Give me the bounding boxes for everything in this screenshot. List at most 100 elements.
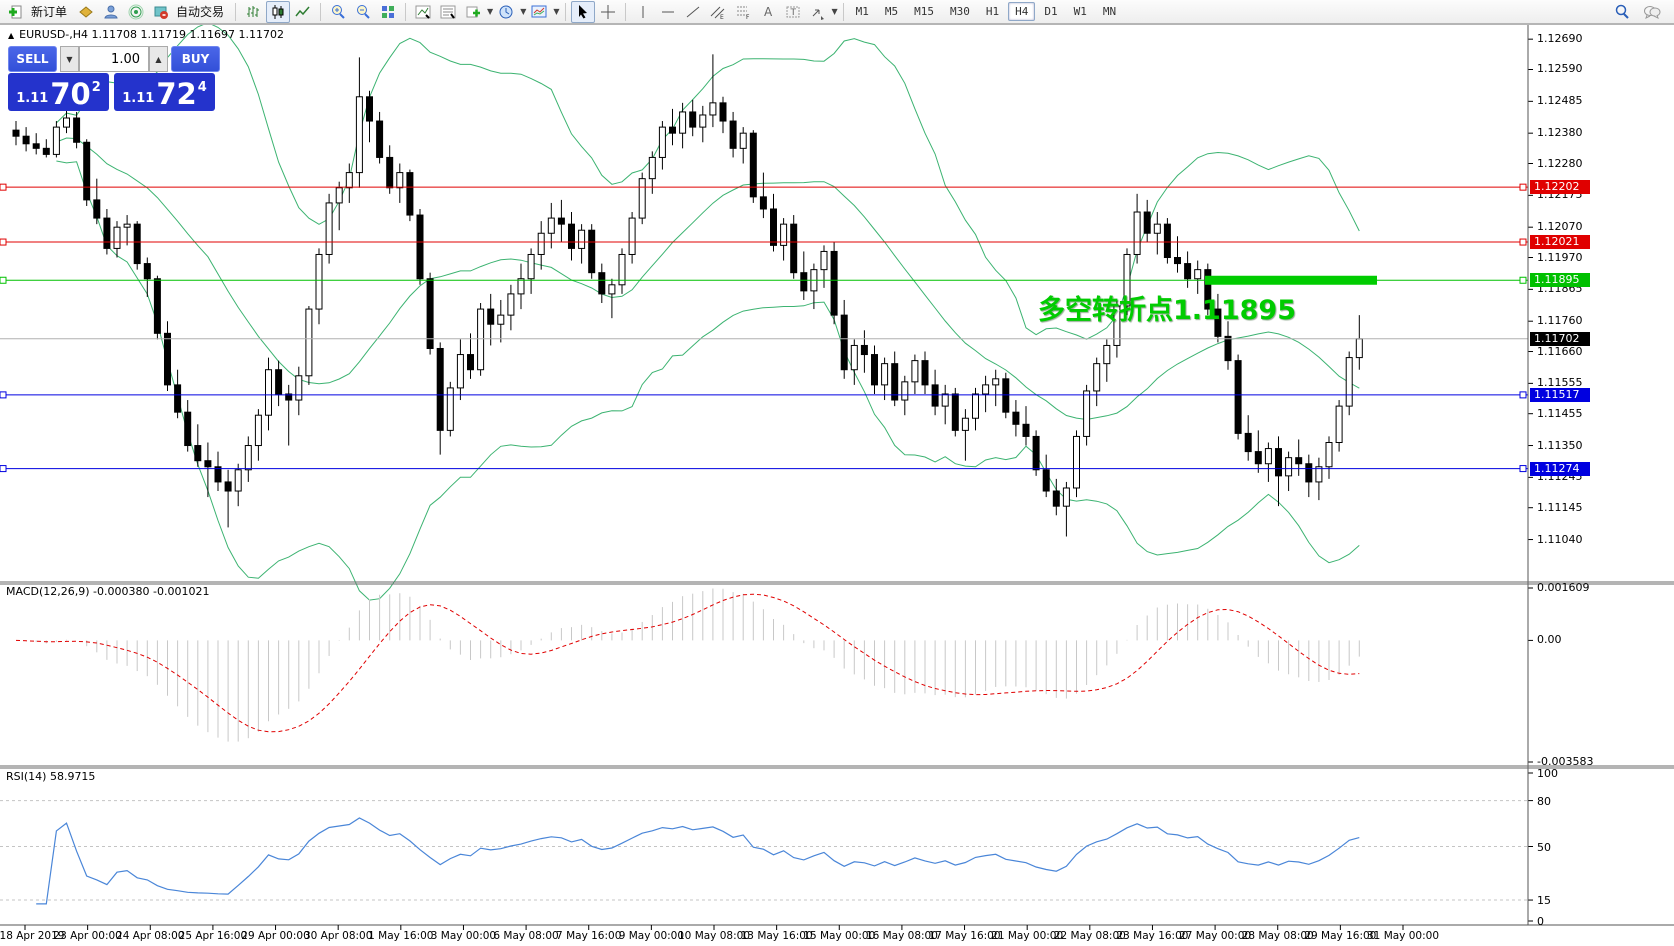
hline-handle[interactable] [0, 465, 7, 473]
hline-handle[interactable] [0, 183, 7, 191]
indicator-window-icon[interactable] [411, 1, 435, 23]
period-caret[interactable]: ▼ [520, 7, 527, 16]
price-tick-1.12485: 1.12485 [1537, 94, 1583, 108]
horizontal-line-icon[interactable] [656, 1, 680, 23]
time-label-13-May-16-00: 13 May 16:00 [740, 930, 813, 942]
candle-body [739, 132, 747, 149]
candle-body [436, 347, 444, 431]
collapse-panel-icon[interactable]: ▲ [8, 31, 15, 40]
sell-button[interactable]: SELL [8, 46, 57, 72]
candle-body [244, 445, 252, 471]
hline-handle[interactable] [0, 276, 7, 284]
zoom-in-icon[interactable] [326, 1, 350, 23]
candle-body [547, 217, 555, 234]
fibonacci-icon[interactable]: F [731, 1, 755, 23]
bar-chart-icon[interactable] [241, 1, 265, 23]
candle-body [689, 111, 697, 128]
template-caret[interactable]: ▼ [553, 7, 560, 16]
candle-body [517, 278, 525, 295]
price-tick-1.11760: 1.11760 [1537, 314, 1583, 328]
volume-decrease-icon[interactable]: ▼ [60, 46, 79, 72]
tile-windows-icon[interactable] [376, 1, 400, 23]
candle-body [446, 387, 454, 431]
svg-text:E: E [720, 14, 724, 20]
candle-body [1062, 487, 1070, 507]
equidistant-channel-icon[interactable]: E [706, 1, 730, 23]
autotrading-icon[interactable] [149, 1, 173, 23]
candle-body [982, 384, 990, 395]
trendline-icon[interactable] [681, 1, 705, 23]
add-indicator-icon[interactable] [461, 1, 485, 23]
buy-price-display[interactable]: 1.11 72 4 [114, 73, 215, 111]
timeframe-w1[interactable]: W1 [1073, 5, 1087, 18]
timeframe-mn[interactable]: MN [1102, 5, 1117, 18]
template-icon[interactable] [527, 1, 551, 23]
indicator-list-icon[interactable] [436, 1, 460, 23]
hline-handle[interactable] [0, 238, 7, 246]
candle-body [164, 332, 171, 386]
candle-body [921, 360, 929, 386]
timeframe-m15[interactable]: M15 [914, 5, 935, 18]
candle-body [12, 129, 20, 137]
timeframe-h1[interactable]: H1 [985, 5, 1000, 18]
add-indicator-caret[interactable]: ▼ [487, 7, 494, 16]
period-clock-icon[interactable] [494, 1, 518, 23]
sell-price-display[interactable]: 1.11 70 2 [8, 73, 109, 111]
autotrading-label[interactable]: 自动交易 [176, 5, 225, 19]
search-icon[interactable] [1610, 1, 1634, 23]
chat-icon[interactable] [1640, 1, 1664, 23]
candle-body [1022, 423, 1030, 437]
macd-label: MACD(12,26,9) -0.000380 -0.001021 [6, 585, 210, 598]
hline-handle[interactable] [1519, 465, 1527, 473]
timeframe-m1[interactable]: M1 [855, 5, 869, 18]
signals-icon[interactable] [124, 1, 148, 23]
arrows-caret[interactable]: ▼ [831, 7, 838, 16]
new-order-icon[interactable] [4, 1, 28, 23]
arrows-icon[interactable] [806, 1, 830, 23]
hline-handle[interactable] [1519, 391, 1527, 399]
line-chart-icon[interactable] [291, 1, 315, 23]
price-tick-1.12590: 1.12590 [1537, 62, 1583, 76]
candle-body [507, 293, 515, 316]
sell-price-big: 70 [50, 77, 91, 111]
candle-body [951, 393, 959, 431]
timeframe-m30[interactable]: M30 [950, 5, 970, 18]
timeframe-group: M1 M5 M15 M30 H1 H4 D1 W1 MN [849, 2, 1124, 21]
macd-tick-0.00: 0.00 [1537, 633, 1562, 647]
turning-point-segment[interactable] [1205, 275, 1377, 285]
time-label-23-Apr-00-00: 23 Apr 00:00 [53, 930, 122, 942]
candlestick-chart-icon[interactable] [266, 0, 291, 23]
hline-handle[interactable] [1519, 183, 1527, 191]
candle-body [931, 384, 939, 407]
timeframe-m5[interactable]: M5 [884, 5, 899, 18]
market-watch-icon[interactable] [74, 1, 98, 23]
time-label-17-May-16-00: 17 May 16:00 [928, 930, 1001, 942]
time-label-18-Apr-2019: 18 Apr 2019 [0, 930, 65, 942]
candle-body [1214, 308, 1222, 337]
hline-handle[interactable] [1519, 276, 1527, 284]
timeframe-d1[interactable]: D1 [1044, 5, 1058, 18]
profile-icon[interactable] [99, 1, 123, 23]
price-marker-1.11517: 1.11517 [1530, 387, 1590, 402]
volume-increase-icon[interactable]: ▲ [149, 46, 168, 72]
candle-body [1073, 435, 1080, 489]
rsi-tick-0: 0 [1537, 915, 1544, 928]
hline-handle[interactable] [1519, 238, 1527, 246]
zoom-out-icon[interactable] [351, 1, 375, 23]
text-label-icon[interactable]: T [781, 1, 805, 23]
candle-body [1345, 357, 1353, 407]
candle-body [265, 369, 272, 416]
hline-handle[interactable] [0, 391, 7, 399]
timeframe-h4[interactable]: H4 [1008, 2, 1036, 21]
volume-input[interactable]: 1.00 [79, 46, 149, 72]
text-icon[interactable]: A [756, 1, 780, 23]
cursor-icon[interactable] [570, 0, 595, 23]
buy-button[interactable]: BUY [171, 46, 220, 72]
candle-body [860, 344, 868, 356]
crosshair-icon[interactable] [596, 1, 620, 23]
candle-body [1254, 451, 1262, 465]
vertical-line-icon[interactable] [631, 1, 655, 23]
toolbar-separator [235, 2, 237, 21]
new-order-label[interactable]: 新订单 [31, 5, 68, 19]
